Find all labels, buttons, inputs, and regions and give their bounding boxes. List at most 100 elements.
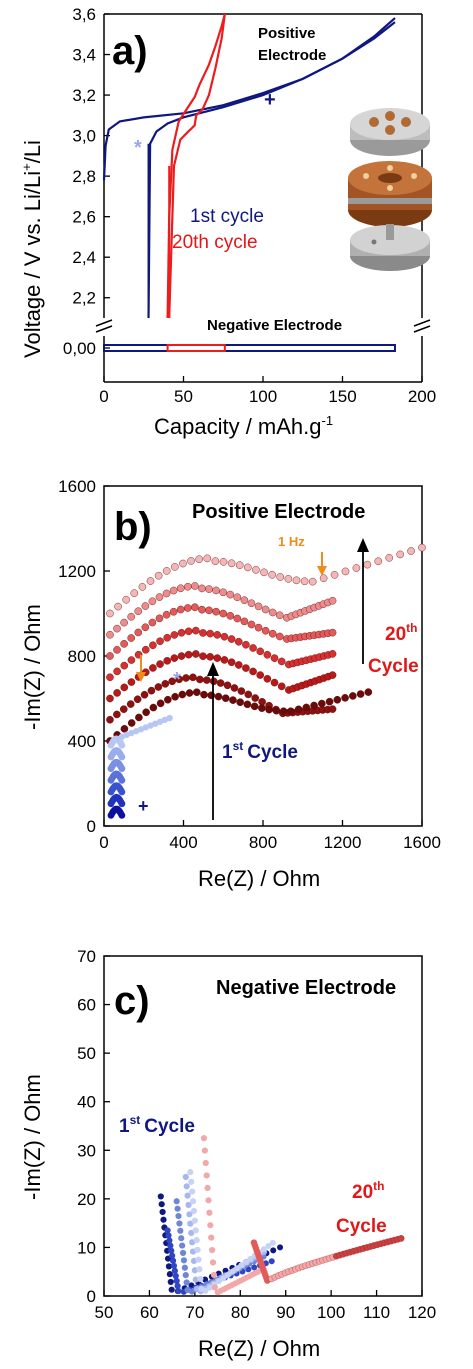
c-point-spike-4 bbox=[190, 1207, 198, 1215]
b-point-series-1 bbox=[155, 593, 164, 601]
b-1st-label: 1st Cycle bbox=[222, 739, 298, 763]
c-xtick-label: 50 bbox=[95, 1303, 114, 1322]
a-discharge-curve-1 bbox=[168, 13, 226, 319]
c-point-tail-4 bbox=[242, 1259, 249, 1266]
c-point-tail-4 bbox=[233, 1265, 240, 1272]
b-point-series-0 bbox=[341, 567, 350, 576]
b-point-series-6 bbox=[302, 703, 311, 712]
c-ytick-label: 60 bbox=[77, 996, 96, 1015]
b-point-series-3 bbox=[242, 640, 250, 649]
cycle-arrow-up-icon-2 bbox=[207, 662, 219, 676]
b-ytick-label: 1200 bbox=[58, 562, 96, 581]
c-point-spike-4 bbox=[191, 1217, 198, 1224]
b-point-series-0 bbox=[187, 557, 195, 565]
panel-b: 0 400 800 1200 1600 0 400 800 1200 1600 b) Positi… bbox=[20, 477, 441, 891]
b-point-series-6 bbox=[250, 702, 259, 711]
b-point-series-4 bbox=[206, 653, 214, 661]
c-point-tail-4 bbox=[229, 1268, 236, 1275]
b-point-series-1 bbox=[148, 597, 157, 606]
b-point-series-0 bbox=[396, 550, 404, 559]
b-point-series-6 bbox=[127, 719, 136, 727]
c-point-spike-0 bbox=[166, 1271, 173, 1278]
c-point-spike-4 bbox=[189, 1198, 197, 1205]
c-point-spike-3 bbox=[187, 1220, 194, 1227]
c-point-tail-4 bbox=[260, 1246, 267, 1253]
b-point-1st-cycle bbox=[118, 741, 126, 749]
negative-electrode-label: Negative Electrode bbox=[207, 317, 342, 334]
b-point-series-4 bbox=[277, 682, 286, 691]
legend-1st-cycle: 1st cycle bbox=[190, 206, 264, 227]
c-point-spike-2 bbox=[183, 1279, 190, 1286]
b-point-series-3 bbox=[149, 641, 157, 650]
b-point-series-6 bbox=[221, 694, 230, 702]
c-point-spike-4 bbox=[188, 1178, 195, 1185]
b-point-series-2 bbox=[212, 607, 220, 616]
b-point-series-6 bbox=[341, 694, 349, 702]
b-ytick-label: 1600 bbox=[58, 477, 96, 496]
b-point-series-5 bbox=[147, 686, 156, 695]
c-point-spike-2 bbox=[178, 1235, 185, 1242]
b-point-series-5 bbox=[237, 687, 246, 695]
b-point-series-2 bbox=[113, 646, 121, 654]
c-point-spike-2 bbox=[174, 1205, 181, 1212]
c-point-spike-2 bbox=[175, 1212, 182, 1220]
b-point-series-5 bbox=[258, 698, 266, 706]
c-point-tail-4 bbox=[206, 1284, 213, 1291]
panel-a-xlabel: Capacity / mAh.g-1 bbox=[154, 413, 333, 439]
c-point-tail-4 bbox=[220, 1275, 227, 1282]
b-point-series-5 bbox=[216, 679, 225, 687]
c-point-spike-1 bbox=[171, 1267, 178, 1274]
b-point-series-3 bbox=[277, 657, 286, 666]
c-point-spike-3 bbox=[182, 1173, 189, 1181]
one-hz-arrow-small-icon bbox=[136, 672, 146, 682]
c-point-spike-4 bbox=[193, 1237, 200, 1244]
a-xtick-label: 0 bbox=[99, 387, 108, 406]
b-point-series-6 bbox=[287, 707, 295, 716]
c-xtick-label: 60 bbox=[140, 1303, 159, 1322]
c-point-spike-5 bbox=[201, 1147, 208, 1154]
panel-b-title: Positive Electrode bbox=[192, 501, 365, 523]
b-point-series-2 bbox=[268, 629, 277, 638]
b-point-series-4 bbox=[249, 667, 257, 676]
b-xtick-label: 1600 bbox=[403, 833, 441, 852]
b-point-series-5 bbox=[244, 690, 253, 699]
a-ytick-label: 3,6 bbox=[72, 5, 96, 24]
b-point-series-3 bbox=[199, 629, 207, 637]
a-discharge-curve-0 bbox=[147, 21, 396, 319]
c-point-tail-1 bbox=[251, 1264, 258, 1271]
c-point-spike-5 bbox=[210, 1271, 218, 1279]
c-point-spike-0 bbox=[160, 1216, 167, 1223]
b-point-series-0 bbox=[276, 573, 285, 581]
a-xtick-label: 200 bbox=[408, 387, 436, 406]
c-point-tail-0 bbox=[277, 1244, 284, 1251]
c-point-spike-4 bbox=[187, 1169, 194, 1176]
b-point-series-3 bbox=[106, 673, 114, 682]
b-point-series-1 bbox=[212, 586, 220, 595]
b-point-series-0 bbox=[195, 555, 203, 564]
b-point-series-6 bbox=[229, 696, 237, 704]
c-xtick-label: 100 bbox=[317, 1303, 345, 1322]
cycle-arrow-up-icon bbox=[357, 538, 369, 552]
b-point-series-0 bbox=[244, 563, 252, 572]
a-xtick-label: 50 bbox=[174, 387, 193, 406]
b-point-series-0 bbox=[260, 568, 268, 577]
b-point-series-3 bbox=[270, 654, 279, 662]
c-point-spike-3 bbox=[188, 1229, 195, 1237]
b-point-series-4 bbox=[234, 661, 243, 669]
b-point-series-5 bbox=[140, 690, 149, 699]
c-20th-cycle-word: Cycle bbox=[336, 1216, 387, 1237]
b-point-series-0 bbox=[308, 577, 317, 586]
c-point-spike-3 bbox=[192, 1276, 199, 1283]
b-point-series-0 bbox=[292, 576, 301, 585]
b-point-series-6 bbox=[243, 700, 252, 709]
b-point-series-4 bbox=[184, 650, 193, 659]
b-point-series-6 bbox=[142, 708, 150, 717]
c-point-spike-0 bbox=[157, 1193, 164, 1200]
panel-c-label: c) bbox=[114, 979, 150, 1023]
c-point-tail-1 bbox=[245, 1266, 252, 1273]
c-point-spike-5 bbox=[209, 1259, 217, 1266]
a-ytick-label: 2,6 bbox=[72, 208, 96, 227]
c-point-spike-0 bbox=[159, 1208, 166, 1216]
c-point-spike-1 bbox=[172, 1272, 179, 1279]
b-point-series-0 bbox=[374, 557, 383, 566]
